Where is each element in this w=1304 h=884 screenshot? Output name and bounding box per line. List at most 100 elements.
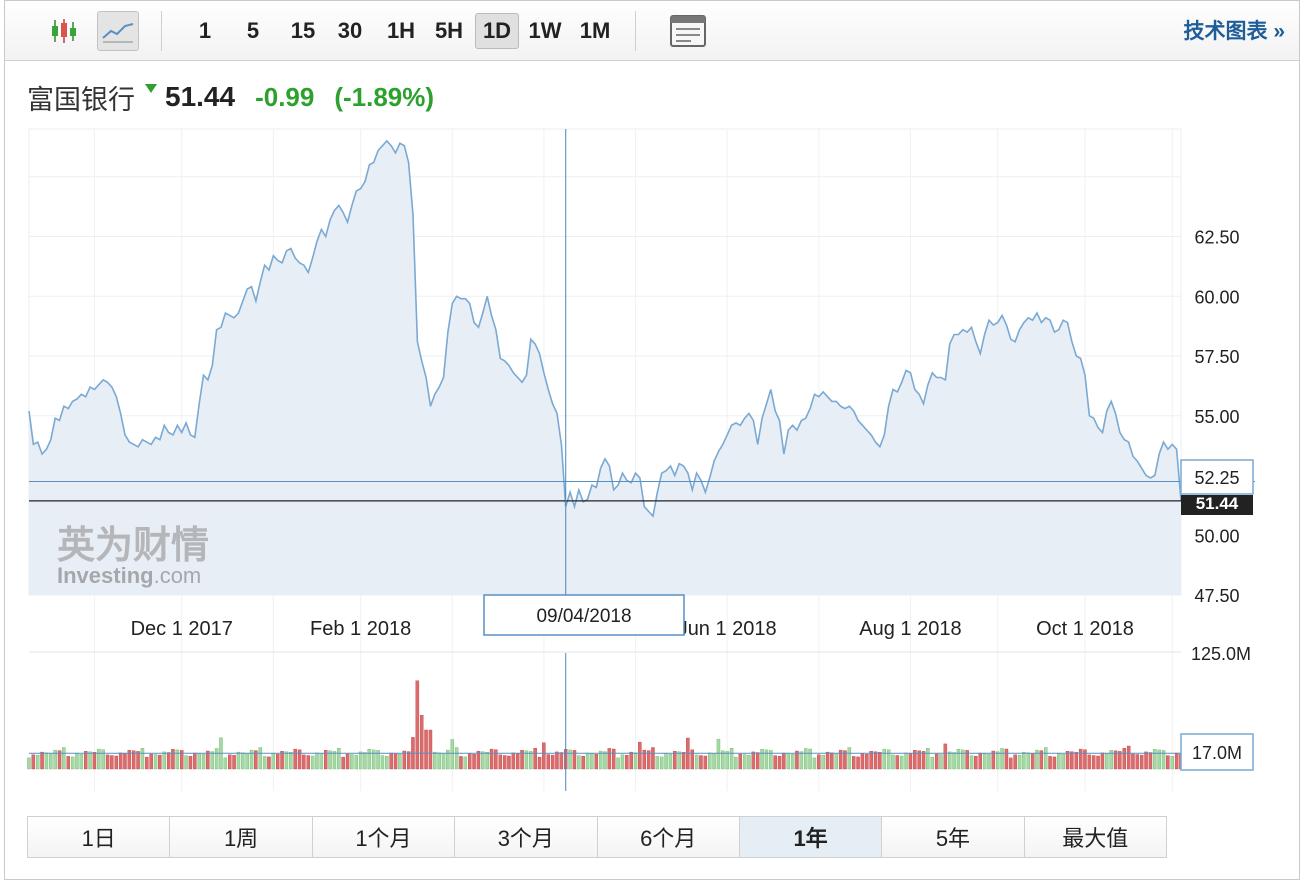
timeframe-15[interactable]: 15 bbox=[290, 18, 316, 43]
volume-bar bbox=[747, 754, 751, 770]
volume-bar bbox=[969, 755, 974, 770]
watermark-investing-word: Investing bbox=[57, 563, 154, 588]
volume-bar bbox=[694, 754, 699, 770]
date-tick-label: Feb 1 2018 bbox=[310, 618, 411, 640]
volume-bar bbox=[223, 757, 228, 770]
volume-bar bbox=[520, 750, 524, 770]
volume-bar bbox=[934, 753, 939, 770]
price-chart[interactable]: 英为财情 Investing.com 62.50 60.00 57.50 55.00 5… bbox=[5, 1, 1299, 811]
volume-bar bbox=[1078, 748, 1083, 770]
range-button-4[interactable]: 6个月 bbox=[597, 817, 740, 857]
volume-bar bbox=[725, 751, 729, 770]
volume-bar bbox=[843, 750, 847, 770]
volume-bar bbox=[297, 749, 302, 770]
volume-bar bbox=[773, 755, 777, 770]
volume-bar bbox=[188, 756, 193, 770]
volume-bar bbox=[900, 755, 904, 770]
volume-bar bbox=[184, 755, 188, 770]
volume-bar bbox=[625, 755, 629, 770]
volume-bars bbox=[27, 680, 1183, 770]
volume-bar bbox=[1030, 753, 1035, 770]
volume-bar bbox=[1096, 755, 1100, 770]
volume-bar bbox=[869, 751, 873, 770]
timeframe-1h[interactable]: 1H bbox=[386, 18, 416, 43]
volume-bar bbox=[1109, 750, 1113, 770]
volume-bar bbox=[629, 751, 633, 770]
volume-bar bbox=[193, 752, 197, 770]
timeframe-5h[interactable]: 5H bbox=[434, 18, 464, 43]
range-button-5[interactable]: 1年 bbox=[739, 817, 883, 857]
range-button-2[interactable]: 1个月 bbox=[312, 817, 456, 857]
volume-bar bbox=[494, 749, 498, 770]
volume-bar bbox=[1070, 751, 1074, 770]
price-line bbox=[28, 139, 1182, 518]
volume-bar bbox=[533, 748, 537, 770]
volume-bar bbox=[799, 751, 804, 770]
volume-bar bbox=[804, 748, 808, 770]
volume-bar bbox=[873, 751, 878, 770]
volume-bar bbox=[441, 753, 446, 770]
volume-bar bbox=[92, 752, 97, 770]
timeframe-1[interactable]: 1 bbox=[198, 18, 212, 43]
timeframe-1w[interactable]: 1W bbox=[528, 18, 562, 43]
range-button-6[interactable]: 5年 bbox=[882, 817, 1025, 857]
volume-bar bbox=[36, 755, 40, 770]
volume-bar bbox=[756, 752, 760, 770]
volume-bar bbox=[1131, 753, 1135, 770]
volume-bar bbox=[1161, 750, 1166, 770]
volume-bar bbox=[642, 749, 647, 770]
crosshair-date-text: 09/04/2018 bbox=[536, 606, 631, 627]
price-tick-label: 47.50 bbox=[1194, 586, 1239, 606]
volume-bar bbox=[1057, 753, 1061, 770]
volume-bar bbox=[158, 754, 162, 770]
volume-bar bbox=[716, 738, 721, 770]
volume-bar bbox=[1087, 754, 1092, 770]
timeframe-1m[interactable]: 1M bbox=[579, 18, 611, 43]
volume-bar bbox=[324, 750, 328, 770]
volume-bar bbox=[655, 756, 660, 770]
volume-bar bbox=[502, 755, 507, 770]
timeframe-1d[interactable]: 1D bbox=[475, 13, 519, 49]
layout-icon[interactable] bbox=[667, 11, 709, 51]
volume-bar bbox=[952, 752, 956, 770]
candlestick-icon[interactable] bbox=[43, 11, 85, 51]
instrument-name: 富国银行 bbox=[27, 84, 135, 115]
volume-bar bbox=[153, 754, 158, 770]
volume-bar bbox=[44, 752, 49, 770]
volume-bar bbox=[249, 749, 254, 770]
volume-bar bbox=[838, 749, 843, 770]
volume-bar bbox=[790, 754, 795, 770]
volume-bar bbox=[328, 750, 332, 770]
timeframe-30[interactable]: 30 bbox=[337, 18, 363, 43]
timeframe-5[interactable]: 5 bbox=[246, 18, 260, 43]
volume-bar bbox=[991, 750, 996, 770]
volume-bar bbox=[865, 754, 869, 770]
volume-bar bbox=[1013, 754, 1017, 770]
volume-bar bbox=[943, 743, 948, 770]
volume-bar bbox=[210, 751, 214, 770]
volume-bar bbox=[926, 748, 930, 770]
volume-bar bbox=[982, 753, 987, 770]
range-button-3[interactable]: 3个月 bbox=[455, 817, 598, 857]
volume-bar bbox=[712, 753, 716, 770]
volume-bar bbox=[812, 757, 817, 770]
volume-bar bbox=[280, 751, 284, 770]
volume-bar bbox=[546, 754, 551, 770]
date-axis: Dec 1 2017 Feb 1 2018 Jun 1 2018 Aug 1 2018… bbox=[131, 618, 1134, 640]
volume-bar bbox=[1153, 749, 1157, 770]
volume-bar bbox=[882, 748, 887, 770]
range-button-7[interactable]: 最大值 bbox=[1024, 817, 1166, 857]
range-button-0[interactable]: 1日 bbox=[28, 817, 171, 857]
volume-bar bbox=[337, 748, 341, 770]
line-chart-icon[interactable] bbox=[97, 11, 139, 51]
volume-bar bbox=[856, 756, 860, 770]
volume-bar bbox=[140, 748, 145, 770]
technical-chart-link[interactable]: 技术图表 » bbox=[1183, 20, 1285, 43]
range-button-1[interactable]: 1周 bbox=[170, 817, 313, 857]
volume-bar bbox=[1122, 748, 1126, 770]
volume-bar bbox=[171, 749, 175, 770]
volume-bar bbox=[638, 741, 642, 770]
volume-bar bbox=[1065, 751, 1070, 770]
volume-bar bbox=[1004, 748, 1009, 770]
volume-bar bbox=[131, 750, 136, 770]
